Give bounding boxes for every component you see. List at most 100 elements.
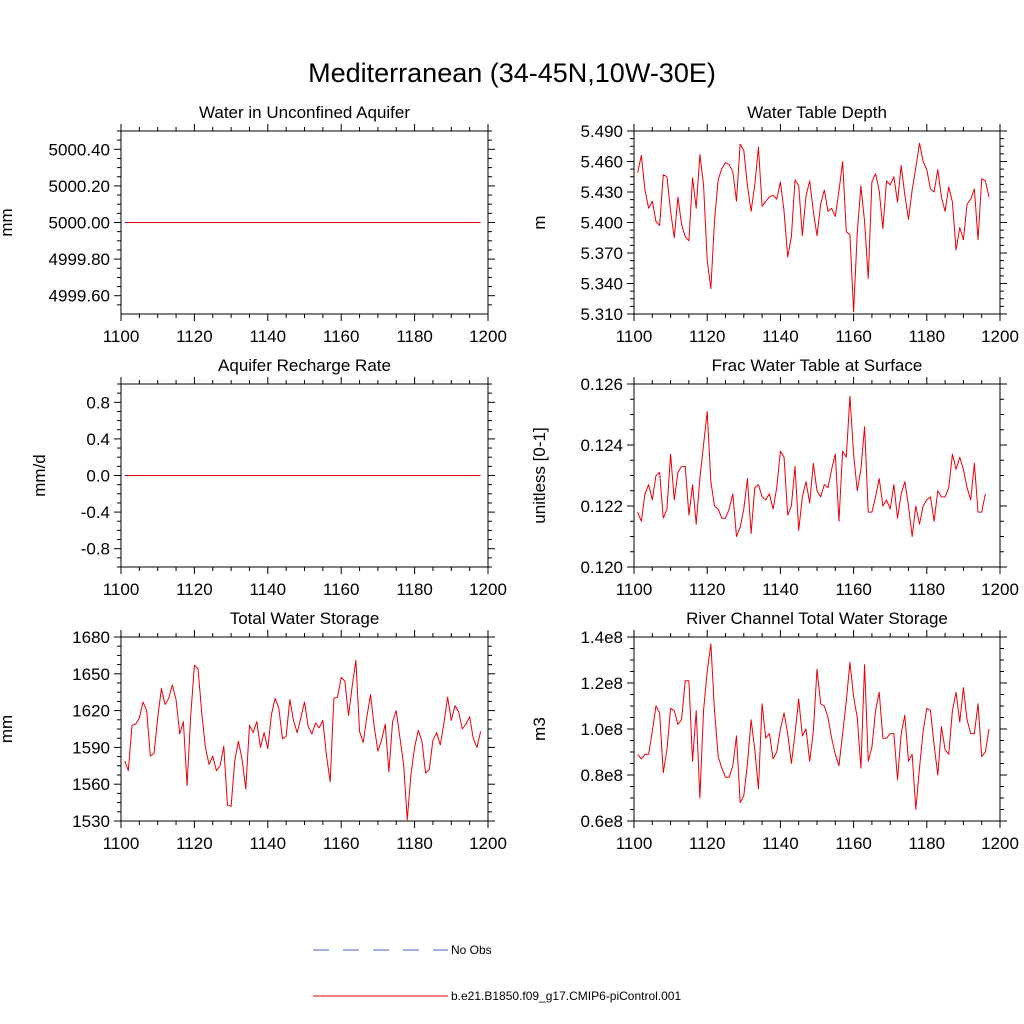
series-line-picontrol bbox=[637, 395, 986, 537]
x-tick-label: 1140 bbox=[250, 834, 287, 853]
panel-title: River Channel Total Water Storage bbox=[686, 609, 948, 628]
x-tick-label: 1160 bbox=[835, 580, 872, 599]
x-tick-label: 1140 bbox=[250, 327, 287, 346]
series-line-picontrol bbox=[124, 659, 482, 821]
x-tick-label: 1160 bbox=[323, 580, 360, 599]
panel-title: Water Table Depth bbox=[747, 103, 887, 122]
y-axis-label: mm bbox=[0, 208, 16, 236]
y-tick-label: 5.370 bbox=[580, 244, 623, 263]
y-tick-label: 5.430 bbox=[580, 183, 623, 202]
x-tick-label: 1200 bbox=[469, 834, 507, 853]
x-tick-label: 1140 bbox=[762, 580, 799, 599]
y-tick-label: 0.0 bbox=[86, 467, 110, 486]
y-tick-label: 0.8 bbox=[86, 393, 110, 412]
x-tick-label: 1120 bbox=[689, 327, 726, 346]
y-tick-label: -0.8 bbox=[81, 540, 110, 559]
series-line-picontrol bbox=[637, 643, 990, 810]
y-tick-label: 1590 bbox=[72, 738, 110, 757]
x-tick-label: 1120 bbox=[176, 327, 213, 346]
plot-frame bbox=[633, 383, 1001, 568]
legend-label-no-obs: No Obs bbox=[451, 943, 492, 957]
legend: No Obs b.e21.B1850.f09_g17.CMIP6-piContr… bbox=[313, 943, 681, 1003]
plot-frame bbox=[120, 636, 489, 822]
y-axis-label: unitless [0-1] bbox=[530, 427, 549, 523]
plot-frame bbox=[633, 130, 1001, 315]
x-tick-label: 1140 bbox=[762, 834, 799, 853]
y-tick-label: 5.490 bbox=[580, 122, 623, 141]
x-tick-label: 1160 bbox=[835, 834, 872, 853]
y-tick-label: 4999.60 bbox=[49, 287, 110, 306]
y-tick-label: 1680 bbox=[72, 628, 110, 647]
series-line-picontrol bbox=[637, 142, 990, 313]
x-tick-label: 1160 bbox=[323, 327, 360, 346]
y-tick-label: -0.4 bbox=[81, 503, 110, 522]
y-tick-label: 5000.20 bbox=[49, 177, 110, 196]
y-tick-label: 0.6e8 bbox=[580, 812, 623, 831]
y-tick-label: 5000.00 bbox=[49, 214, 110, 233]
y-tick-label: 0.124 bbox=[580, 436, 623, 455]
y-tick-label: 4999.80 bbox=[49, 250, 110, 269]
panel-total-water-storage: Total Water Storage mm 1100 1120 1140 1160 118… bbox=[0, 609, 507, 853]
x-tick-label: 1180 bbox=[396, 327, 433, 346]
x-tick-label: 1160 bbox=[835, 327, 872, 346]
x-tick-label: 1100 bbox=[616, 580, 653, 599]
y-axis-label: m bbox=[530, 215, 549, 229]
y-tick-label: 1.2e8 bbox=[580, 674, 623, 693]
y-tick-label: 5.310 bbox=[580, 305, 623, 324]
panel-water-in-unconfined-aquifer: Water in Unconfined Aquifer mm 1100 1120 114… bbox=[0, 103, 507, 346]
y-tick-label: 5.400 bbox=[580, 214, 623, 233]
y-tick-label: 1620 bbox=[72, 702, 110, 721]
y-tick-label: 1.0e8 bbox=[580, 720, 623, 739]
y-tick-label: 0.122 bbox=[580, 497, 623, 516]
panel-title: Water in Unconfined Aquifer bbox=[199, 103, 410, 122]
x-tick-label: 1180 bbox=[396, 580, 433, 599]
x-tick-label: 1160 bbox=[323, 834, 360, 853]
y-axis-label: m3 bbox=[530, 717, 549, 741]
x-tick-label: 1120 bbox=[176, 580, 213, 599]
panel-aquifer-recharge-rate: Aquifer Recharge Rate mm/d 1100 1120 1140 116… bbox=[30, 356, 507, 599]
x-tick-label: 1120 bbox=[689, 834, 726, 853]
x-tick-label: 1100 bbox=[103, 834, 140, 853]
x-tick-label: 1180 bbox=[909, 327, 946, 346]
legend-label-picontrol: b.e21.B1850.f09_g17.CMIP6-piControl.001 bbox=[451, 989, 681, 1003]
x-tick-label: 1100 bbox=[103, 327, 140, 346]
y-tick-label: 1650 bbox=[72, 665, 110, 684]
x-tick-label: 1120 bbox=[689, 580, 726, 599]
panel-frac-water-table-at-surface: Frac Water Table at Surface unitless [0-1… bbox=[530, 356, 1019, 599]
panel-river-channel-total-water-storage: River Channel Total Water Storage m3 1100 1… bbox=[530, 609, 1019, 853]
x-tick-label: 1180 bbox=[909, 834, 946, 853]
plot-frame bbox=[633, 636, 1001, 822]
y-tick-label: 0.126 bbox=[580, 375, 623, 394]
panel-title: Frac Water Table at Surface bbox=[712, 356, 923, 375]
x-tick-label: 1200 bbox=[981, 834, 1019, 853]
panel-water-table-depth: Water Table Depth m 1100 1120 1140 1160 1180 12… bbox=[530, 103, 1019, 346]
y-axis-label: mm/d bbox=[30, 454, 49, 497]
x-tick-label: 1100 bbox=[103, 580, 140, 599]
panels: Water in Unconfined Aquifer mm 1100 1120 114… bbox=[0, 103, 1019, 853]
x-tick-label: 1180 bbox=[396, 834, 433, 853]
panel-title: Aquifer Recharge Rate bbox=[218, 356, 391, 375]
y-tick-label: 1.4e8 bbox=[580, 628, 623, 647]
x-tick-label: 1200 bbox=[981, 580, 1019, 599]
x-tick-label: 1200 bbox=[469, 327, 507, 346]
x-tick-label: 1100 bbox=[616, 834, 653, 853]
y-tick-label: 5.340 bbox=[580, 275, 623, 294]
x-tick-label: 1120 bbox=[176, 834, 213, 853]
y-axis-label: mm bbox=[0, 715, 16, 743]
x-tick-label: 1100 bbox=[616, 327, 653, 346]
y-tick-label: 5000.40 bbox=[49, 140, 110, 159]
y-tick-label: 0.120 bbox=[580, 558, 623, 577]
x-tick-label: 1140 bbox=[762, 327, 799, 346]
y-tick-label: 0.8e8 bbox=[580, 766, 623, 785]
x-tick-label: 1140 bbox=[250, 580, 287, 599]
panel-title: Total Water Storage bbox=[230, 609, 380, 628]
y-tick-label: 5.460 bbox=[580, 153, 623, 172]
y-tick-label: 1560 bbox=[72, 775, 110, 794]
x-tick-label: 1180 bbox=[909, 580, 946, 599]
figure-title: Mediterranean (34-45N,10W-30E) bbox=[308, 58, 716, 88]
y-tick-label: 0.4 bbox=[86, 430, 110, 449]
y-tick-label: 1530 bbox=[72, 812, 110, 831]
x-tick-label: 1200 bbox=[469, 580, 507, 599]
x-tick-label: 1200 bbox=[981, 327, 1019, 346]
